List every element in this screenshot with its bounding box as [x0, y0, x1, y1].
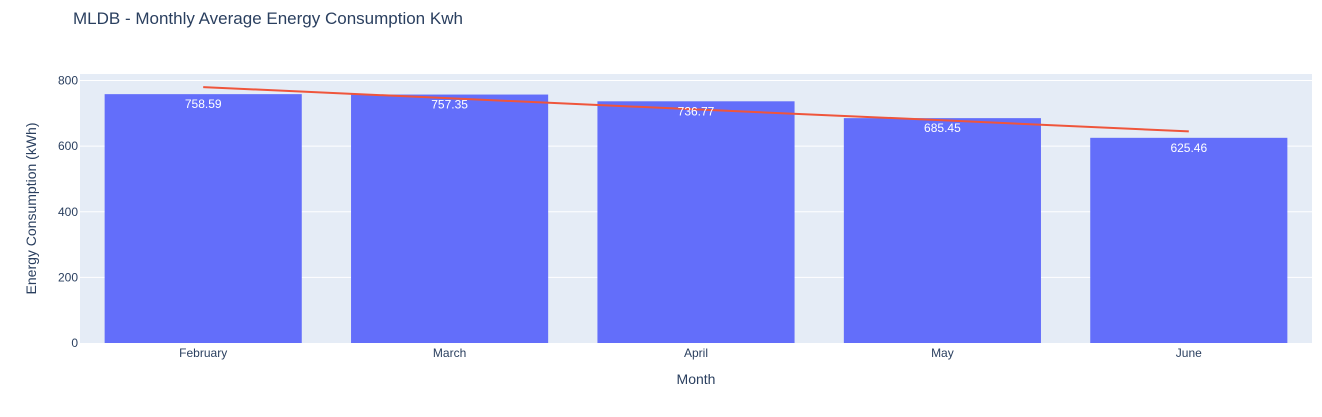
y-tick-label: 400	[58, 205, 78, 219]
x-tick-label: May	[931, 346, 954, 360]
x-axis-ticks: February March April May June	[179, 346, 1202, 360]
bar-value-label: 736.77	[678, 104, 715, 118]
y-tick-label: 800	[58, 74, 78, 88]
bar-june	[1090, 137, 1288, 343]
bar-april	[597, 101, 795, 343]
y-axis-ticks: 0 200 400 600 800	[58, 74, 78, 350]
x-tick-label: April	[684, 346, 708, 360]
bar-value-label: 625.46	[1170, 141, 1207, 155]
trend-line-layer	[203, 86, 1189, 133]
y-tick-label: 0	[71, 336, 78, 350]
bar-labels: 758.59 757.35 736.77 685.45 625.46	[185, 97, 1208, 155]
chart-title: MLDB - Monthly Average Energy Consumptio…	[73, 9, 463, 28]
bar-may	[843, 118, 1041, 343]
x-axis-title: Month	[677, 371, 716, 387]
bar-value-label: 758.59	[185, 97, 222, 111]
bar-value-label: 685.45	[924, 121, 961, 135]
y-tick-label: 200	[58, 270, 78, 284]
x-tick-label: June	[1176, 346, 1202, 360]
bar-february	[104, 94, 302, 343]
y-axis-title: Energy Consumption (kWh)	[23, 123, 39, 295]
bar-march	[351, 94, 549, 344]
x-tick-label: March	[433, 346, 466, 360]
bar-value-label: 757.35	[431, 98, 468, 112]
x-tick-label: February	[179, 346, 227, 360]
trend-line	[203, 86, 1189, 133]
y-tick-label: 600	[58, 139, 78, 153]
bars	[104, 94, 1288, 344]
